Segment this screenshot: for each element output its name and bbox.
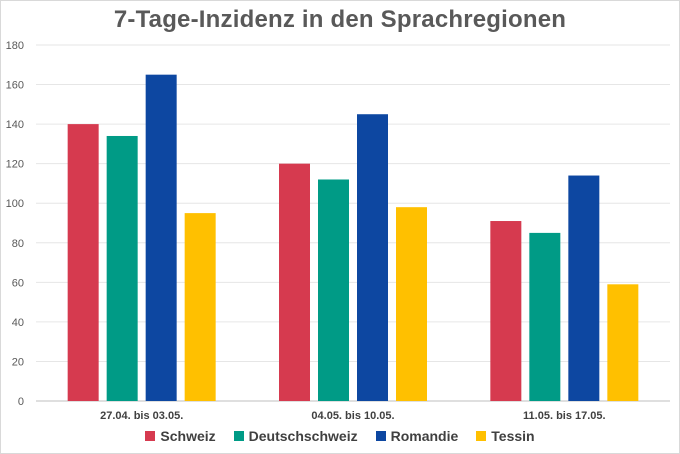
legend-label: Schweiz [160, 428, 216, 444]
legend-label: Deutschschweiz [248, 428, 358, 444]
legend-swatch [145, 431, 156, 441]
legend-item: Deutschschweiz [233, 428, 358, 444]
y-tick-label: 0 [18, 396, 24, 408]
y-tick-label: 180 [6, 40, 24, 52]
x-category-label: 27.04. bis 03.05. [100, 410, 183, 422]
legend-swatch [233, 431, 244, 441]
y-tick-label: 20 [12, 356, 24, 368]
bar-schweiz-3 [490, 221, 522, 401]
bar-deutschschweiz-2 [318, 179, 349, 401]
y-tick-label: 60 [12, 277, 24, 289]
bar-romandie-2 [357, 114, 388, 401]
chart-legend: Schweiz Deutschschweiz Romandie Tessin [0, 428, 680, 444]
legend-item: Schweiz [145, 428, 216, 444]
bar-schweiz-1 [67, 124, 99, 401]
y-tick-label: 100 [6, 198, 24, 210]
legend-swatch [375, 431, 386, 441]
y-tick-label: 40 [12, 317, 24, 329]
legend-item: Tessin [476, 428, 535, 444]
y-tick-label: 80 [12, 238, 24, 250]
bar-tessin-2 [396, 207, 427, 401]
legend-label: Tessin [491, 428, 535, 444]
legend-label: Romandie [390, 428, 459, 444]
legend-item: Romandie [375, 428, 459, 444]
bar-romandie-3 [568, 175, 600, 401]
bar-deutschschweiz-3 [529, 232, 561, 401]
bar-deutschschweiz-1 [106, 135, 138, 401]
y-tick-label: 140 [6, 119, 24, 131]
bar-romandie-1 [145, 74, 177, 402]
y-tick-label: 120 [6, 159, 24, 171]
bar-schweiz-2 [279, 163, 310, 401]
bar-tessin-1 [184, 213, 216, 401]
chart-title: 7-Tage-Inzidenz in den Sprachregionen [113, 6, 567, 33]
x-category-label: 11.05. bis 17.05. [523, 410, 606, 422]
y-tick-label: 160 [6, 80, 24, 92]
bar-tessin-3 [607, 284, 639, 401]
legend-swatch [476, 431, 487, 441]
x-category-label: 04.05. bis 10.05. [311, 410, 394, 422]
